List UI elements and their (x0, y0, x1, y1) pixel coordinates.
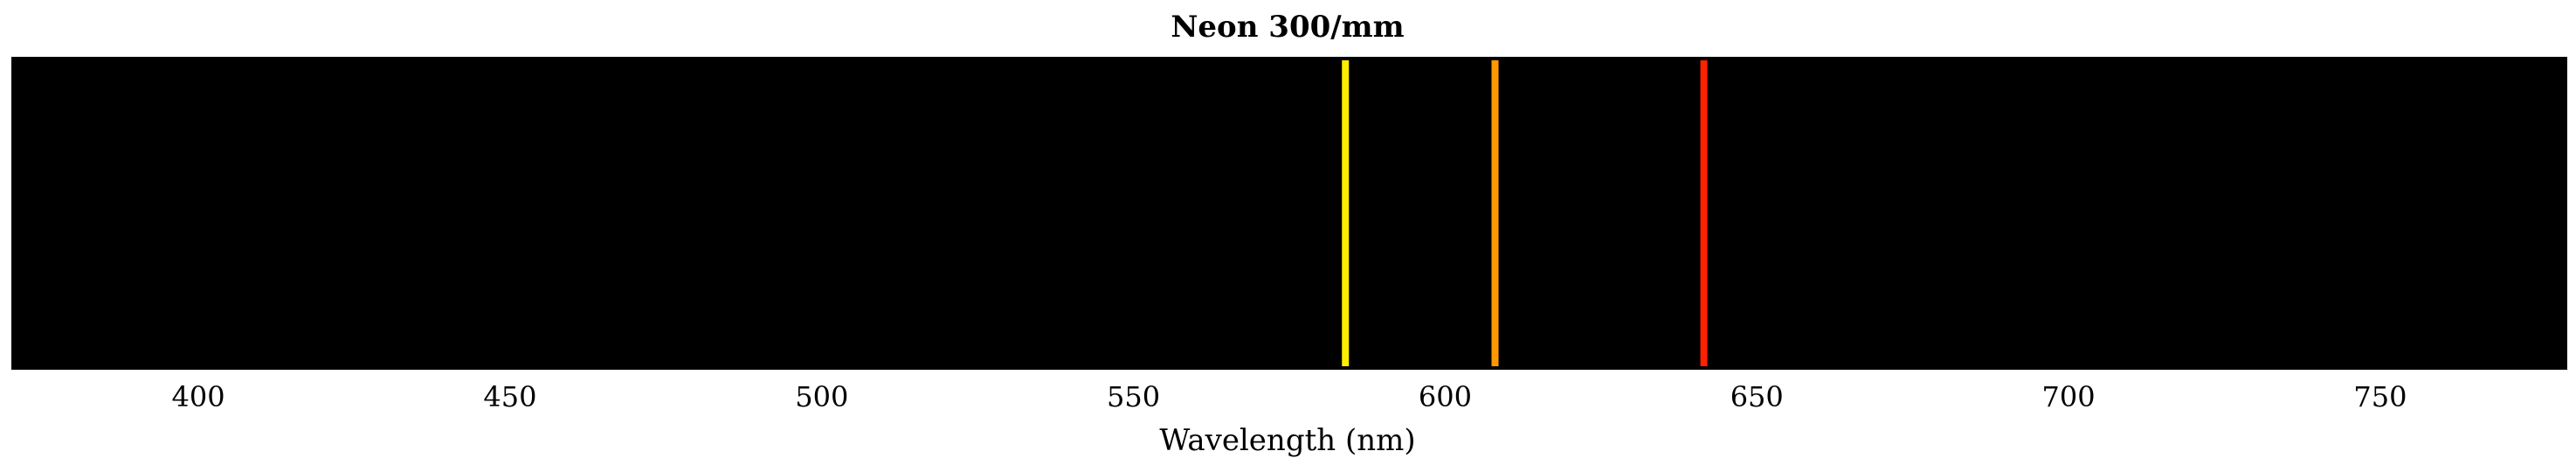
chart-title: Neon 300/mm (1171, 10, 1404, 45)
x-tick-label: 400 (172, 380, 225, 413)
emission-line-3 (1700, 60, 1708, 366)
x-tick-label: 750 (2353, 380, 2407, 413)
x-tick-label: 600 (1419, 380, 1472, 413)
emission-lines (1342, 60, 1708, 366)
x-axis-ticks: 400 450 500 550 600 650 700 750 (172, 380, 2407, 413)
spectrum-plot-area (11, 57, 2567, 370)
x-axis-label: Wavelength (nm) (1159, 423, 1415, 458)
x-tick-label: 550 (1107, 380, 1160, 413)
x-tick-label: 500 (795, 380, 848, 413)
x-tick-label: 650 (1730, 380, 1784, 413)
x-tick-label: 700 (2042, 380, 2096, 413)
emission-line-1 (1342, 60, 1350, 366)
x-tick-label: 450 (483, 380, 536, 413)
emission-line-2 (1491, 60, 1499, 366)
